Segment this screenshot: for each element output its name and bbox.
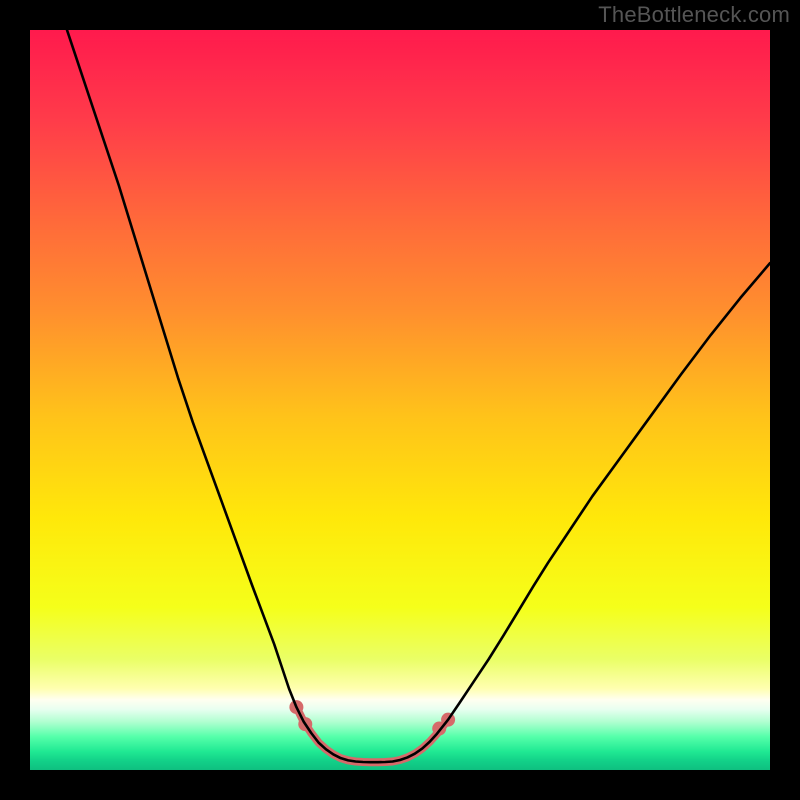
chart-frame: TheBottleneck.com (0, 0, 800, 800)
valley-highlight-markers (289, 700, 455, 735)
watermark-text: TheBottleneck.com (598, 2, 790, 28)
valley-highlight-line (296, 707, 448, 762)
main-curve-line (67, 30, 770, 762)
bottleneck-curve (30, 30, 770, 770)
plot-area (30, 30, 770, 770)
